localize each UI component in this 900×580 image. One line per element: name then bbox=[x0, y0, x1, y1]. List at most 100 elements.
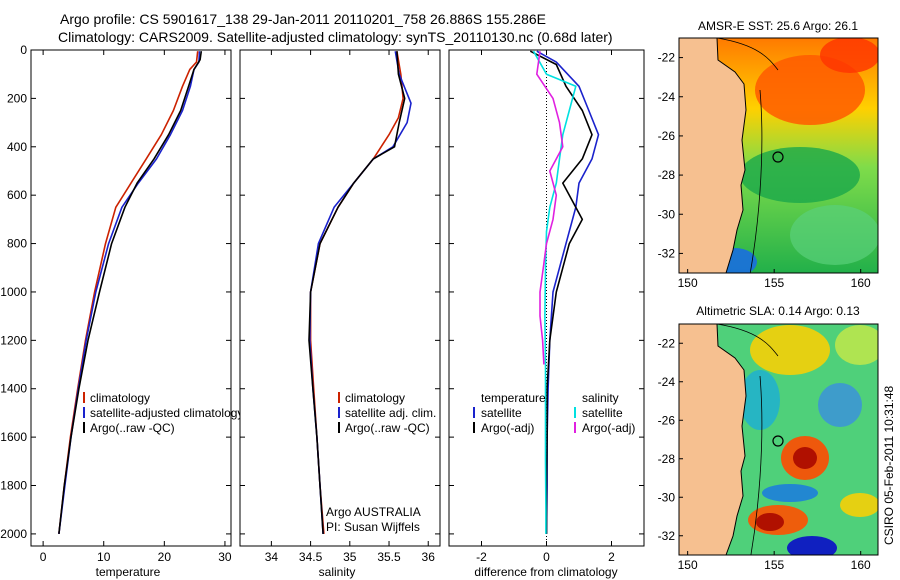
x-tick-label: 0 bbox=[543, 550, 550, 564]
sst-map-frame bbox=[678, 37, 879, 274]
sst-argo-marker bbox=[772, 151, 784, 163]
sla-negative-patch bbox=[762, 484, 818, 502]
series-line-argo-raw-qc- bbox=[308, 51, 406, 534]
legend-satellite: satellite adj. clim. bbox=[345, 406, 436, 420]
y-tick-label: 1800 bbox=[0, 479, 27, 493]
salinity-panel: 34 34.5 35 35.5 36 salinity climatology sate… bbox=[239, 49, 441, 579]
map-y-tick-label: -28 bbox=[658, 452, 676, 466]
map-y-tick-label: -26 bbox=[658, 129, 676, 143]
map-y-tick-label: -24 bbox=[658, 375, 676, 389]
x-tick-label: 34.5 bbox=[299, 550, 323, 564]
map-y-tick-label: -22 bbox=[658, 51, 676, 65]
sla-map-panel: Altimetric SLA: 0.14 Argo: 0.13 150 155 16… bbox=[658, 304, 879, 572]
x-tick-label: 34 bbox=[265, 550, 279, 564]
sst-shelf-contour bbox=[716, 38, 779, 273]
legend-temperature-header: temperature bbox=[481, 391, 546, 405]
x-tick-label: -2 bbox=[476, 550, 487, 564]
legend-climatology: climatology bbox=[90, 391, 150, 405]
temperature-panel: 0 10 20 30 0 200 400 600 800 1000 1200 1400 1600 1800… bbox=[0, 43, 243, 579]
sla-map-frame bbox=[678, 323, 879, 556]
figure-title-line-2: Climatology: CARS2009. Satellite-adjuste… bbox=[58, 29, 613, 45]
difference-panel: -2 0 2 difference from climatology tempera… bbox=[448, 49, 645, 579]
map-y-tick-label: -22 bbox=[658, 336, 676, 350]
map-x-tick-label: 160 bbox=[851, 558, 871, 572]
y-tick-label: 1600 bbox=[0, 430, 27, 444]
map-y-tick-label: -26 bbox=[658, 413, 676, 427]
x-tick-label: 10 bbox=[97, 550, 111, 564]
legend-argo: Argo(..raw -QC) bbox=[345, 421, 430, 435]
series-line-salinity-satellite bbox=[532, 50, 577, 534]
map-y-tick-label: -24 bbox=[658, 90, 676, 104]
x-tick-label: 35.5 bbox=[377, 550, 401, 564]
sla-positive-core bbox=[793, 447, 817, 469]
series-line-salinity-argo-adj- bbox=[535, 51, 564, 365]
sla-positive-patch bbox=[835, 325, 878, 365]
y-tick-label: 2000 bbox=[0, 527, 27, 541]
map-x-tick-label: 150 bbox=[678, 276, 698, 290]
sst-map-panel: AMSR-E SST: 25.6 Argo: 26.1 150 155 160 -22… bbox=[658, 19, 879, 290]
sla-map-title: Altimetric SLA: 0.14 Argo: 0.13 bbox=[696, 304, 860, 318]
x-tick-label: 0 bbox=[40, 550, 47, 564]
y-tick-label: 800 bbox=[7, 237, 27, 251]
sla-map-field bbox=[679, 324, 878, 555]
sst-australia-land bbox=[679, 38, 747, 273]
sst-map-field bbox=[679, 38, 878, 273]
sst-map-title: AMSR-E SST: 25.6 Argo: 26.1 bbox=[698, 19, 858, 33]
legend-climatology: climatology bbox=[345, 391, 405, 405]
y-tick-label: 1400 bbox=[0, 382, 27, 396]
sst-warm-patch bbox=[755, 55, 865, 125]
sla-shelf-contour bbox=[716, 324, 779, 555]
sla-positive-patch bbox=[750, 325, 830, 375]
legend-temp-satellite: satellite bbox=[481, 406, 522, 420]
legend-argo: Argo(..raw -QC) bbox=[90, 421, 175, 435]
y-tick-label: 600 bbox=[7, 188, 27, 202]
y-tick-label: 400 bbox=[7, 140, 27, 154]
legend-salinity-header: salinity bbox=[582, 391, 619, 405]
sla-negative-patch bbox=[740, 370, 780, 430]
figure-title-line-1: Argo profile: CS 5901617_138 29-Jan-2011… bbox=[60, 11, 546, 27]
legend-temp-argo: Argo(-adj) bbox=[481, 421, 534, 435]
map-y-tick-label: -32 bbox=[658, 246, 676, 260]
salinity-xlabel: salinity bbox=[319, 565, 356, 579]
y-tick-label: 200 bbox=[7, 91, 27, 105]
series-line-argo-raw-qc- bbox=[58, 51, 203, 534]
map-x-tick-label: 155 bbox=[764, 276, 784, 290]
x-tick-label: 35 bbox=[343, 550, 357, 564]
x-tick-label: 36 bbox=[422, 550, 436, 564]
csiro-timestamp: CSIRO 05-Feb-2011 10:31:48 bbox=[882, 385, 896, 545]
map-y-tick-label: -28 bbox=[658, 168, 676, 182]
salinity-legend: climatology satellite adj. clim. Argo(..… bbox=[338, 391, 436, 435]
difference-legend: temperature salinity satellite Argo(-adj… bbox=[473, 391, 635, 435]
x-tick-label: 2 bbox=[608, 550, 615, 564]
sla-positive-core bbox=[756, 513, 784, 531]
temperature-axes-frame bbox=[30, 49, 232, 547]
map-x-tick-label: 150 bbox=[678, 558, 698, 572]
legend-satellite: satellite-adjusted climatology bbox=[90, 406, 243, 420]
y-tick-label: 0 bbox=[20, 43, 27, 57]
map-x-tick-label: 160 bbox=[851, 276, 871, 290]
map-y-tick-label: -30 bbox=[658, 490, 676, 504]
salinity-axes-frame bbox=[239, 49, 441, 547]
legend-sal-satellite: satellite bbox=[582, 406, 623, 420]
sst-cool-patch bbox=[790, 205, 878, 265]
sst-cool-patch bbox=[740, 147, 860, 203]
sla-argo-marker bbox=[772, 435, 784, 447]
x-tick-label: 30 bbox=[218, 550, 232, 564]
sla-negative-patch bbox=[787, 536, 837, 555]
map-y-tick-label: -30 bbox=[658, 207, 676, 221]
annotation-pi: PI: Susan Wijffels bbox=[326, 520, 420, 534]
y-tick-label: 1200 bbox=[0, 333, 27, 347]
map-y-tick-label: -32 bbox=[658, 529, 676, 543]
sst-warm-patch bbox=[820, 38, 878, 73]
difference-xlabel: difference from climatology bbox=[474, 565, 617, 579]
map-x-tick-label: 155 bbox=[764, 558, 784, 572]
temperature-legend: climatology satellite-adjusted climatolo… bbox=[83, 391, 243, 435]
series-line-temperature-argo-adj- bbox=[529, 50, 593, 534]
legend-sal-argo: Argo(-adj) bbox=[582, 421, 635, 435]
annotation-argo-australia: Argo AUSTRALIA bbox=[326, 505, 421, 519]
sla-negative-patch bbox=[818, 383, 862, 427]
sla-australia-land bbox=[679, 324, 747, 555]
sla-positive-patch bbox=[840, 493, 878, 517]
y-tick-label: 1000 bbox=[0, 285, 27, 299]
